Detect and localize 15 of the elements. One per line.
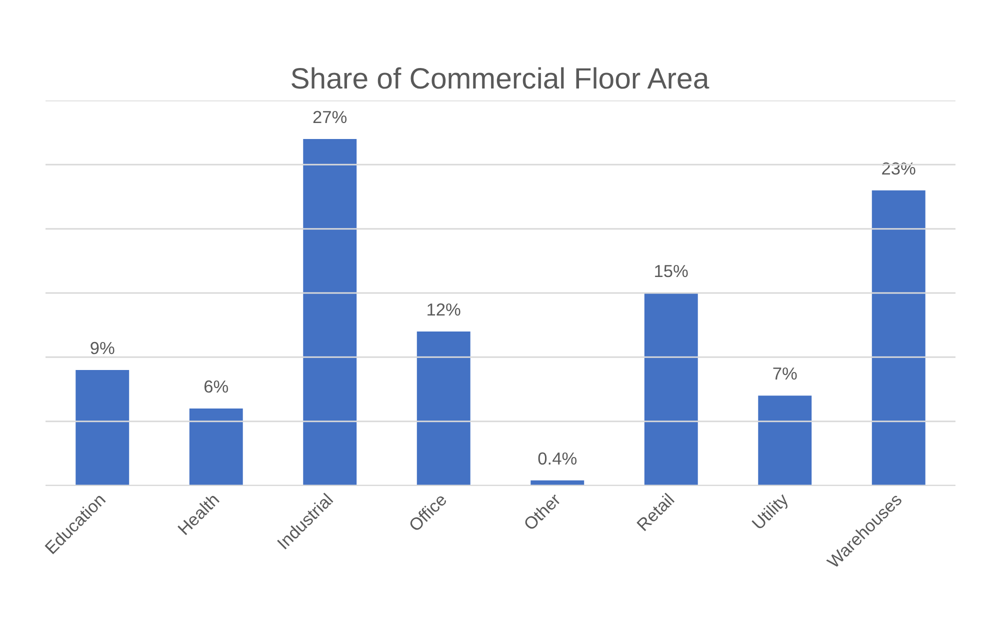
bar	[872, 190, 926, 486]
data-label: 12%	[426, 300, 461, 320]
data-label: 7%	[772, 364, 798, 384]
data-label: 9%	[90, 338, 115, 358]
bar	[416, 332, 470, 486]
bar	[758, 396, 812, 486]
bar	[189, 408, 243, 486]
data-label: 15%	[654, 261, 688, 281]
data-label: 0.4%	[538, 448, 578, 468]
data-label: 6%	[204, 376, 229, 396]
bar	[644, 293, 698, 486]
bar	[303, 139, 357, 486]
bar	[76, 370, 130, 486]
chart-title: Share of Commercial Floor Area	[290, 62, 710, 96]
data-label: 27%	[312, 107, 348, 127]
